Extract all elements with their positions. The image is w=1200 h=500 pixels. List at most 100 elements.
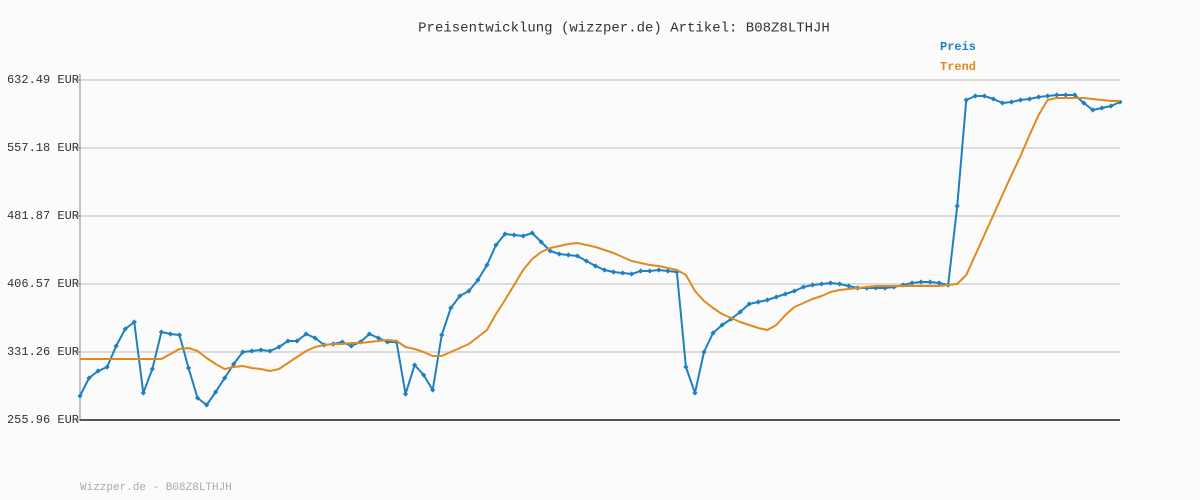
data-point: [475, 277, 481, 283]
data-point: [176, 332, 183, 338]
data-point: [1063, 92, 1069, 98]
data-point: [231, 361, 237, 367]
data-point: [620, 270, 626, 276]
data-point: [520, 233, 526, 239]
legend-label: Trend: [940, 60, 976, 74]
data-point: [285, 338, 291, 344]
data-point: [828, 280, 834, 286]
data-point: [439, 332, 445, 338]
data-point: [990, 96, 996, 102]
data-point: [213, 389, 219, 395]
data-point: [1099, 105, 1105, 111]
data-point: [276, 344, 282, 350]
data-point: [972, 93, 978, 99]
data-point: [629, 271, 635, 277]
y-tick-label: 481.87 EUR: [7, 209, 79, 223]
data-point: [131, 319, 137, 325]
data-point: [927, 279, 933, 285]
data-point: [204, 402, 210, 408]
data-point: [719, 322, 725, 328]
y-tick-label: 632.49 EUR: [7, 73, 79, 87]
data-point: [565, 252, 571, 258]
data-point: [918, 279, 924, 285]
data-point: [448, 305, 454, 311]
data-point: [601, 267, 608, 273]
data-point: [113, 343, 119, 349]
data-point: [402, 391, 409, 397]
footer: Wizzper.de - B08Z8LTHJH: [80, 482, 232, 494]
data-point: [710, 330, 716, 336]
data-point: [430, 387, 436, 393]
data-point: [240, 349, 246, 355]
data-point: [683, 364, 689, 370]
data-point: [511, 232, 517, 238]
data-point: [909, 280, 915, 286]
data-point: [746, 301, 752, 307]
data-point: [194, 395, 201, 401]
y-tick-label: 557.18 EUR: [7, 141, 79, 155]
data-point: [936, 280, 942, 286]
data-point: [412, 362, 418, 368]
data-point: [692, 390, 698, 396]
data-point: [782, 291, 788, 297]
data-point: [185, 365, 192, 371]
data-point: [1090, 107, 1096, 113]
data-point: [1008, 99, 1015, 105]
y-tick-label: 331.26 EUR: [7, 345, 79, 359]
data-point: [312, 335, 318, 341]
data-point: [764, 297, 770, 303]
data-point: [1026, 96, 1033, 102]
data-point: [167, 331, 174, 337]
data-point: [592, 263, 599, 269]
data-point: [457, 293, 463, 299]
legend-label: Preis: [940, 40, 976, 54]
data-point: [95, 368, 101, 374]
data-point: [1081, 100, 1087, 106]
data-point: [647, 268, 653, 274]
data-point: [484, 262, 490, 268]
data-point: [665, 268, 671, 274]
data-point: [737, 309, 743, 315]
data-point: [529, 230, 535, 236]
series-line: [80, 97, 1120, 372]
data-point: [122, 326, 128, 332]
data-point: [547, 248, 553, 254]
data-point: [466, 288, 472, 294]
data-point: [574, 253, 580, 259]
data-point: [610, 269, 617, 275]
data-point: [846, 283, 852, 289]
data-point: [954, 203, 960, 209]
data-point: [294, 338, 300, 344]
data-point: [140, 390, 146, 396]
data-point: [556, 251, 562, 257]
data-point: [104, 364, 110, 370]
data-point: [755, 299, 761, 305]
data-point: [538, 239, 544, 245]
data-point: [375, 335, 382, 341]
data-point: [149, 366, 155, 372]
y-tick-label: 255.96 EUR: [7, 413, 79, 427]
data-point: [348, 343, 354, 349]
data-point: [249, 348, 255, 354]
data-point: [773, 294, 779, 300]
data-point: [701, 349, 707, 355]
data-point: [502, 231, 508, 237]
data-point: [267, 348, 273, 354]
data-point: [1108, 103, 1114, 109]
data-point: [421, 372, 427, 378]
data-point: [656, 267, 662, 273]
data-point: [963, 97, 969, 103]
data-point: [800, 284, 807, 290]
data-point: [77, 393, 83, 399]
data-point: [809, 282, 816, 288]
data-point: [638, 268, 644, 274]
data-point: [222, 375, 228, 381]
data-point: [158, 329, 164, 335]
data-point: [303, 331, 309, 337]
data-point: [1017, 97, 1024, 103]
data-point: [999, 100, 1006, 106]
data-point: [583, 258, 590, 264]
